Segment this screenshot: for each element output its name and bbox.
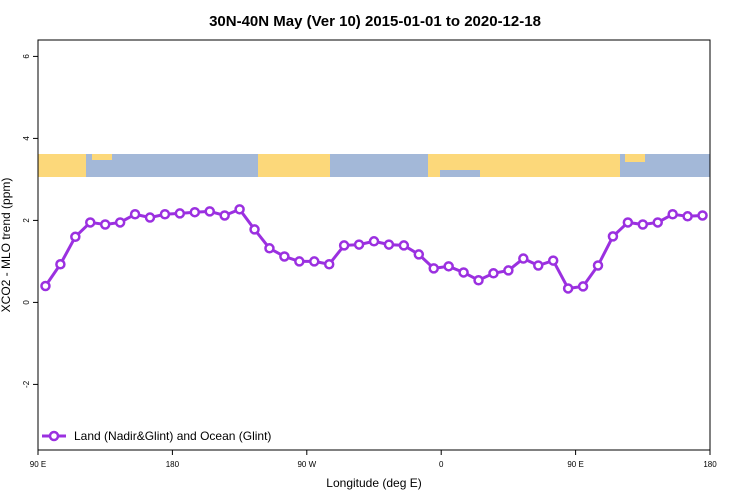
data-point	[264, 243, 275, 254]
x-axis-label: Longitude (deg E)	[326, 476, 421, 490]
x-tick-label: 90 W	[297, 460, 316, 469]
data-point	[204, 206, 215, 217]
data-point	[592, 260, 604, 271]
data-line	[44, 207, 703, 291]
chart-title: 30N-40N May (Ver 10) 2015-01-01 to 2020-…	[209, 13, 541, 30]
legend: Land (Nadir&Glint) and Ocean (Glint)	[42, 429, 271, 443]
data-point	[637, 219, 649, 230]
data-point	[443, 261, 454, 272]
data-point	[219, 210, 230, 221]
y-tick-label: -2	[22, 380, 31, 388]
data-point	[458, 267, 469, 278]
legend-entry: Land (Nadir&Glint) and Ocean (Glint)	[74, 429, 271, 443]
x-tick-label: 180	[166, 460, 180, 469]
data-point	[503, 265, 514, 276]
data-point	[114, 217, 126, 228]
x-tick-label: 90 E	[30, 460, 46, 469]
data-point	[70, 231, 81, 243]
data-point	[533, 260, 544, 271]
data-point	[99, 219, 111, 230]
data-point	[667, 209, 678, 220]
data-point	[518, 253, 529, 264]
data-point	[249, 224, 260, 235]
data-point	[55, 259, 66, 270]
data-point	[577, 281, 589, 292]
y-tick-label: 0	[22, 300, 31, 305]
data-point	[428, 263, 439, 274]
data-point	[189, 206, 201, 218]
data-point	[473, 275, 484, 286]
data-point	[488, 268, 499, 279]
y-axis-label: XCO2 - MLO trend (ppm)	[0, 178, 13, 313]
data-point	[234, 204, 245, 215]
data-point	[309, 256, 320, 267]
data-point	[697, 210, 708, 221]
data-point	[279, 251, 290, 262]
data-point	[338, 240, 350, 251]
data-point	[40, 280, 51, 292]
data-point	[129, 209, 141, 220]
y-tick-label: 6	[22, 54, 31, 59]
data-point	[368, 236, 380, 247]
plot-frame	[37, 39, 711, 451]
x-tick-label: 90 E	[567, 460, 583, 469]
data-point	[383, 239, 395, 250]
data-point	[562, 283, 574, 294]
data-point	[353, 239, 365, 250]
data-point	[323, 259, 335, 270]
data-point	[294, 256, 305, 267]
legend-marker	[48, 430, 60, 442]
data-point	[652, 217, 663, 228]
data-point	[85, 217, 96, 228]
data-point	[159, 209, 171, 220]
data-point	[622, 217, 634, 228]
data-point	[682, 211, 693, 222]
data-point	[413, 249, 425, 260]
y-tick-label: 4	[22, 136, 31, 141]
map-strip	[38, 154, 710, 177]
data-point	[144, 212, 156, 223]
data-point	[547, 255, 559, 266]
data-point	[607, 231, 619, 242]
data-point	[398, 240, 410, 251]
y-tick-label: 2	[22, 218, 31, 223]
x-tick-label: 0	[439, 460, 444, 469]
x-tick-label: 180	[703, 460, 717, 469]
data-point	[174, 208, 186, 219]
